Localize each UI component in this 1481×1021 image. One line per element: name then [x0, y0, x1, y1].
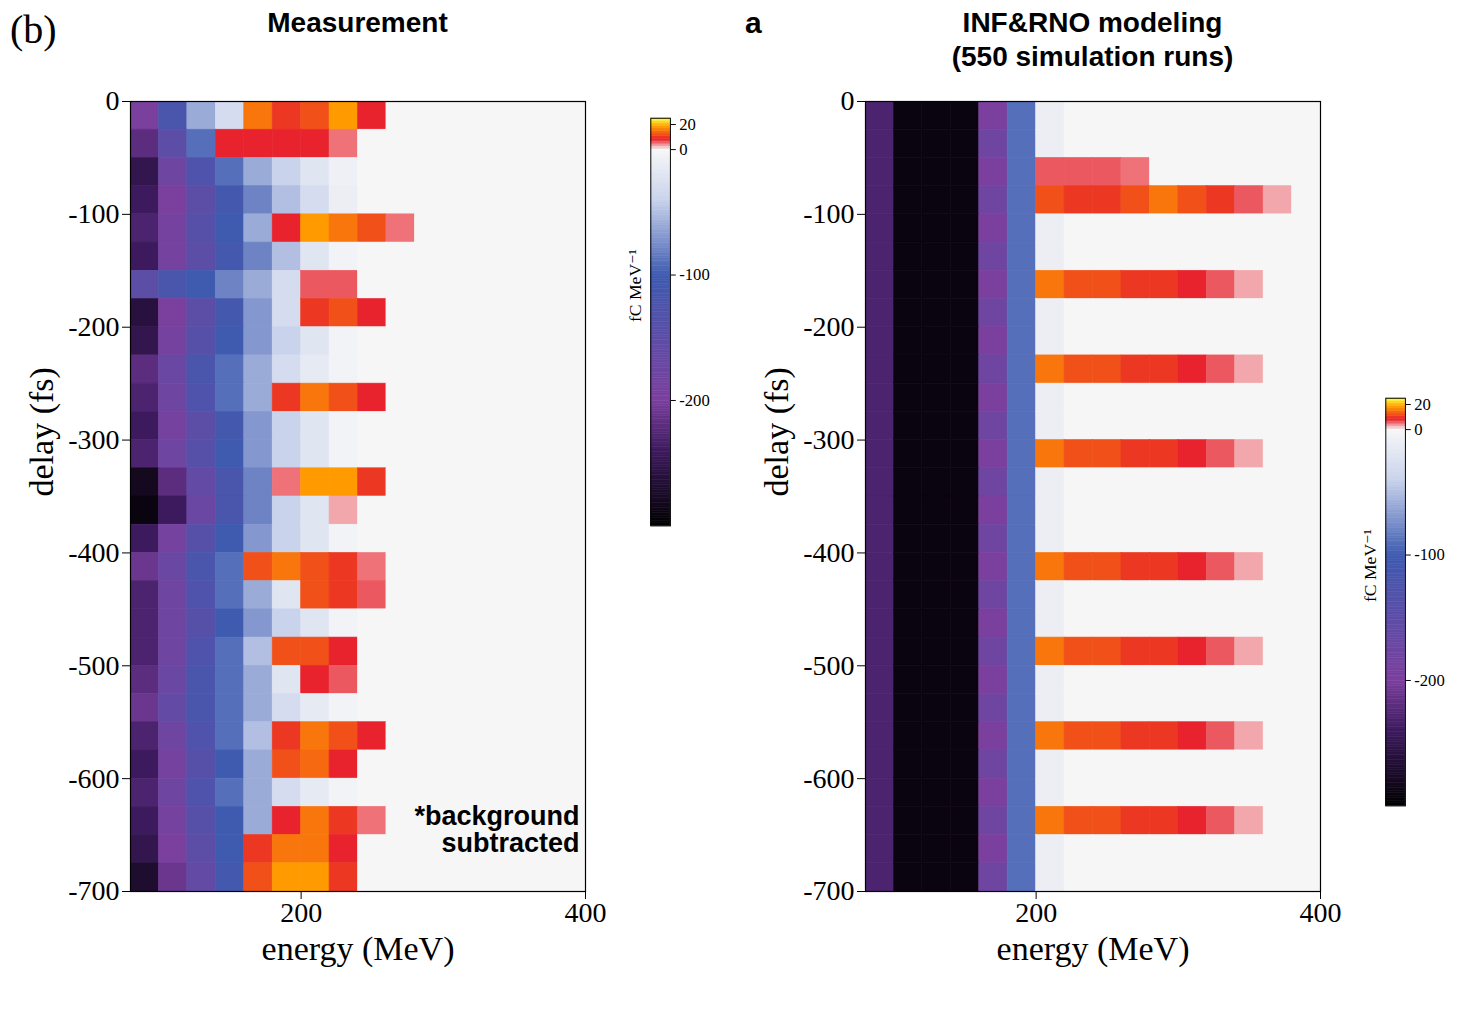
svg-text:fC MeV⁻¹: fC MeV⁻¹	[1360, 529, 1380, 602]
svg-text:0: 0	[679, 140, 687, 159]
svg-text:-400: -400	[803, 537, 854, 568]
svg-text:-200: -200	[803, 311, 854, 342]
svg-text:-100: -100	[803, 198, 854, 229]
svg-text:energy (MeV): energy (MeV)	[997, 930, 1190, 968]
svg-text:delay (fs): delay (fs)	[23, 367, 61, 496]
svg-text:-500: -500	[68, 650, 119, 681]
svg-text:-100: -100	[68, 198, 119, 229]
svg-text:400: 400	[1300, 897, 1342, 928]
svg-text:-300: -300	[803, 424, 854, 455]
svg-text:energy (MeV): energy (MeV)	[262, 930, 455, 968]
html-text:(b): (b)	[10, 7, 57, 52]
svg-text:0: 0	[106, 85, 120, 116]
svg-text:400: 400	[565, 897, 607, 928]
svg-text:-200: -200	[68, 311, 119, 342]
svg-text:-200: -200	[1414, 671, 1445, 690]
svg-text:200: 200	[280, 897, 322, 928]
html-text:INF&RNO modeling (550 simulati: INF&RNO modeling (550 simulation runs)	[951, 7, 1234, 72]
svg-text:-500: -500	[803, 650, 854, 681]
html-text:a: a	[745, 6, 762, 39]
svg-text:20: 20	[679, 115, 696, 134]
svg-text:0: 0	[1414, 420, 1422, 439]
svg-text:-100: -100	[1414, 545, 1445, 564]
svg-text:fC MeV⁻¹: fC MeV⁻¹	[625, 249, 645, 322]
svg-text:*backgroundsubtracted: *backgroundsubtracted	[414, 801, 579, 858]
svg-text:-600: -600	[68, 763, 119, 794]
html-text:Measurement: Measurement	[267, 7, 448, 38]
svg-text:-700: -700	[803, 875, 854, 906]
svg-text:-300: -300	[68, 424, 119, 455]
svg-text:-700: -700	[68, 875, 119, 906]
svg-text:delay (fs): delay (fs)	[758, 367, 796, 496]
svg-text:0: 0	[841, 85, 855, 116]
svg-text:-600: -600	[803, 763, 854, 794]
svg-text:-200: -200	[679, 391, 710, 410]
svg-text:20: 20	[1414, 395, 1431, 414]
svg-text:-400: -400	[68, 537, 119, 568]
svg-text:200: 200	[1015, 897, 1057, 928]
svg-text:-100: -100	[679, 265, 710, 284]
